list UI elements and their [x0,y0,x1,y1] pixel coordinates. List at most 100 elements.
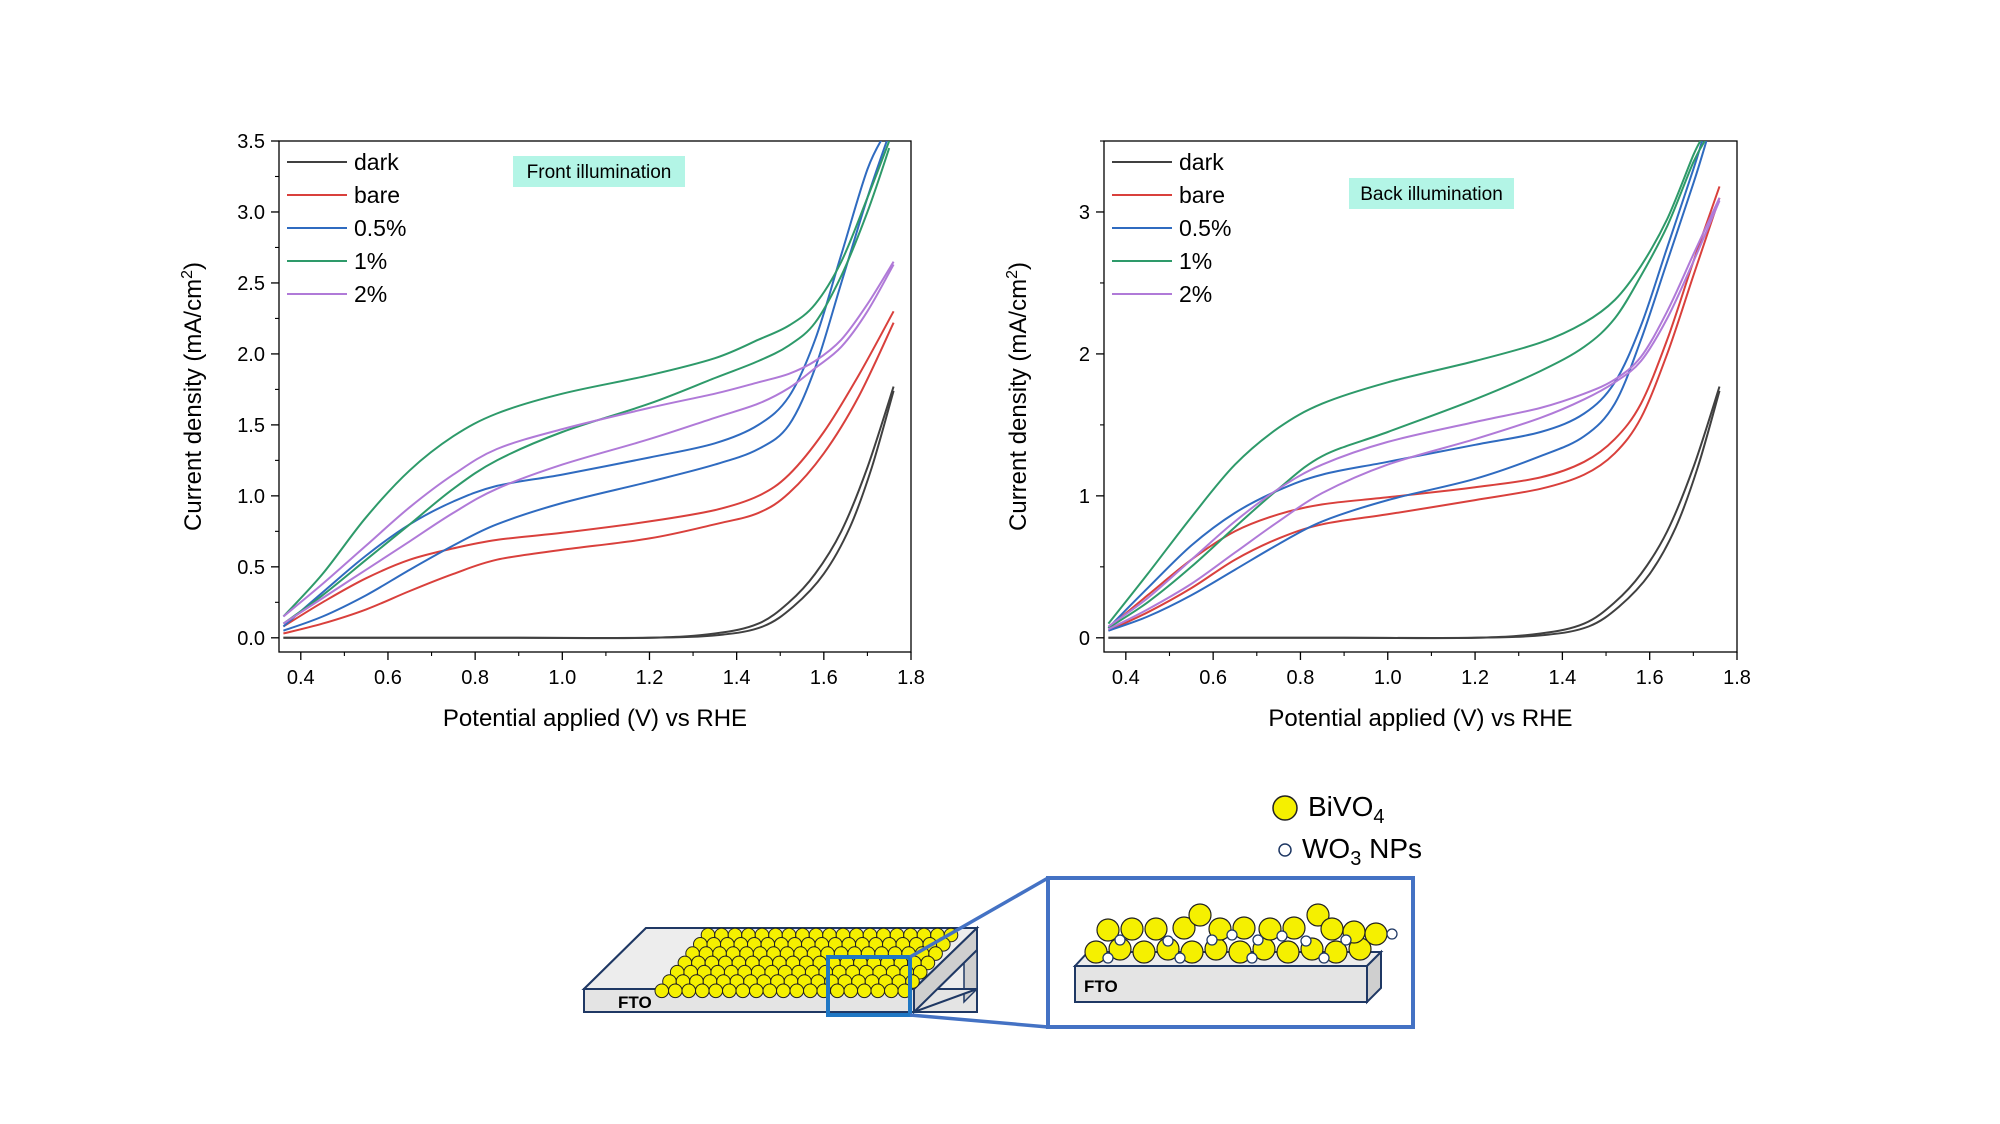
plot-frame [278,140,912,653]
zoom-bivo4-particle [1306,903,1330,927]
x-tick-label: 1.6 [1636,667,1664,689]
legend-label: 2% [1179,281,1212,307]
y-tick-label: 1.5 [237,415,265,437]
zoom-fto-side [1366,949,1382,1005]
x-tick-label: 1.6 [810,667,838,689]
x-tick-label: 1.0 [548,667,576,689]
bivo4-particle [762,983,778,999]
zoom-bivo4-particle [1120,917,1144,941]
zoom-connector-bottom [909,1013,1049,1029]
bivo4-particle [708,983,724,999]
y-tick-label: 0.5 [237,557,265,579]
y-axis-label-end: ) [180,262,207,270]
series-1pct-reverse-scan [1107,141,1706,629]
series-2pct-reverse-scan [1107,200,1721,631]
annotation-box [513,156,685,187]
bivo4-particle [857,983,872,999]
y-axis-label-superscript: 2 [179,270,196,279]
x-tick-label: 0.6 [374,667,402,689]
bivo4-particle [789,983,805,999]
bivo4-particle [749,983,764,999]
bivo4-legend-label: BiVO4 [1308,791,1384,828]
y-axis-label-superscript: 2 [1004,270,1021,279]
bivo4-particle [722,983,737,999]
bivo4-particle [870,983,886,999]
zoom-wo3-np [1276,930,1288,942]
series-1pct-forward-scan [282,141,891,618]
x-tick-label: 0.4 [287,667,315,689]
fto-slab-side-face [913,925,978,1015]
series-1pct-reverse-scan [282,147,891,625]
bivo4-particle [803,983,818,999]
wo3-legend-swatch [1278,843,1292,857]
bivo4-particle [928,946,943,961]
x-tick-label: 1.2 [1461,667,1489,689]
wo3-legend-label: WO3 NPs [1302,833,1422,870]
zoom-bivo4-particle [1208,917,1232,941]
legend-label: bare [1179,182,1225,208]
series-0p5pct-forward-scan [1107,141,1704,629]
x-tick-label: 0.8 [461,667,489,689]
x-tick-label: 1.8 [897,667,925,689]
y-tick-label: 3 [1079,202,1090,224]
series-2pct-forward-scan [1107,197,1721,628]
zoom-wo3-np [1226,929,1238,941]
zoom-bivo4-particle [1320,917,1344,941]
curve-layer [282,141,895,640]
legend-label: dark [1179,149,1224,175]
legend-label: 2% [354,281,387,307]
y-axis-label: Current density (mA/cm2) [179,262,207,531]
x-tick-label: 1.0 [1374,667,1402,689]
fto-label: FTO [618,993,652,1012]
annotation-label: Back illumination [1360,184,1503,205]
back-illumination-chart: 0.4 0.6 0.8 1.0 1.2 1.4 1.6 1.8 0 1 2 3 Potential ap… [1004,140,1751,732]
series-0p5pct-reverse-scan [283,141,888,632]
series-1pct-forward-scan [1107,141,1702,625]
series-dark-forward-scan [283,386,895,640]
bivo4-particle [884,983,899,999]
x-axis-label: Potential applied (V) vs RHE [443,705,747,732]
bivo4-legend-main: BiVO [1308,791,1373,822]
annotation-label: Front illumination [527,162,672,183]
zoom-bivo4-particle [1276,940,1300,964]
zoom-connector-top [909,876,1049,959]
bivo4-particle [668,983,683,999]
zoom-wo3-np [1246,952,1258,964]
x-tick-label: 1.4 [1548,667,1576,689]
x-tick-label: 0.4 [1112,667,1140,689]
y-axis-label-end: ) [1005,262,1032,270]
zoom-selection-box [826,955,912,1017]
zoom-bivo4-particle [1096,918,1120,942]
zoom-wo3-np [1206,934,1218,946]
series-bare-forward-scan [1107,186,1721,629]
wo3-legend-subscript: 3 [1350,848,1361,870]
zoom-wo3-np [1386,928,1398,940]
bivo4-legend-subscript: 4 [1373,806,1384,828]
zoom-wo3-np [1252,934,1264,946]
bivo4-particle [920,955,936,971]
zoom-fto-front [1074,965,1368,1003]
bivo4-particle [681,983,697,999]
legend-label: dark [354,149,399,175]
legend-label: 0.5% [1179,215,1231,241]
zoom-wo3-np [1300,935,1312,947]
zoom-bivo4-particle [1324,940,1348,964]
bivo4-particle [843,983,859,999]
zoom-wo3-np [1318,952,1330,964]
wo3-legend-end: NPs [1361,833,1422,864]
bivo4-particle [654,983,670,999]
y-axis-label-main: Current density (mA/cm [1005,279,1032,531]
legend-label: 0.5% [354,215,406,241]
series-bare-forward-scan [282,310,895,628]
zoom-bivo4-particle [1132,940,1156,964]
y-tick-label: 0 [1079,628,1090,650]
series-2pct-reverse-scan [282,264,895,625]
y-axis-label: Current density (mA/cm2) [1004,262,1032,531]
zoom-bivo4-particle [1180,940,1204,964]
x-tick-label: 1.8 [1723,667,1751,689]
plot-frame [1103,140,1738,653]
zoom-fto-label: FTO [1084,977,1118,996]
zoom-bivo4-particle [1364,922,1388,946]
zoom-bivo4-particle [1084,940,1108,964]
zoom-wo3-np [1102,952,1114,964]
